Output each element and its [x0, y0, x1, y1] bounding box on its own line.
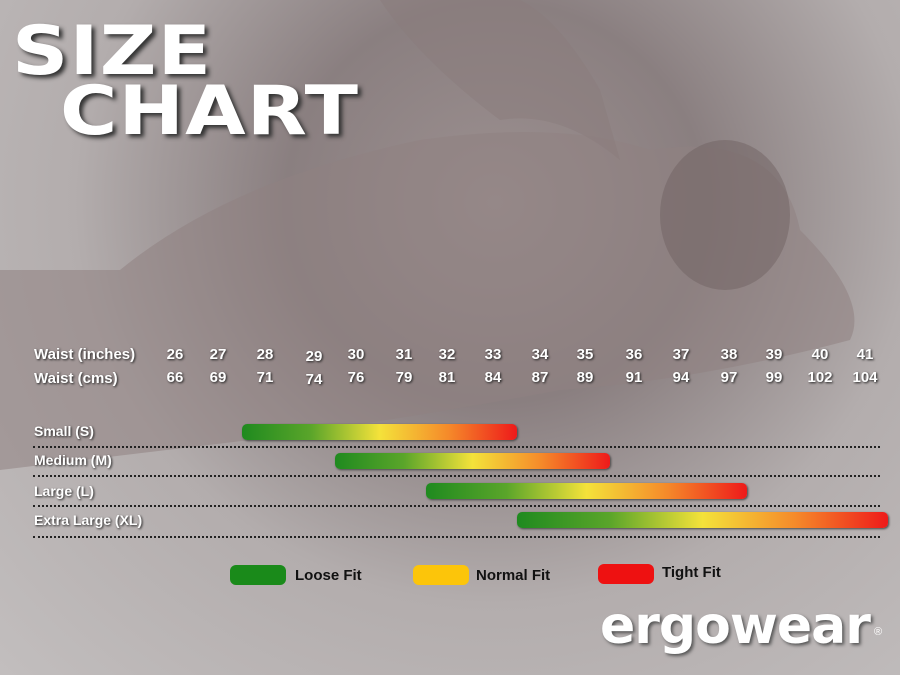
waist-inches-value: 40 [811, 346, 829, 363]
waist-cms-value: 79 [395, 369, 413, 386]
divider [33, 446, 880, 448]
waist-inches-value: 32 [438, 346, 456, 363]
waist-cms-value: 81 [438, 369, 456, 386]
waist-cms-label: Waist (cms) [34, 370, 118, 387]
divider [33, 505, 880, 507]
waist-inches-value: 35 [576, 346, 594, 363]
waist-cms-value: 74 [305, 371, 323, 388]
waist-cms-value: 97 [720, 369, 738, 386]
waist-inches-value: 34 [531, 346, 549, 363]
waist-inches-value: 29 [305, 348, 323, 365]
waist-inches-value: 33 [484, 346, 502, 363]
size-label-xl: Extra Large (XL) [34, 512, 143, 528]
waist-cms-value: 69 [209, 369, 227, 386]
waist-inches-value: 30 [347, 346, 365, 363]
waist-inches-label: Waist (inches) [34, 346, 136, 363]
waist-inches-value: 39 [765, 346, 783, 363]
divider [33, 536, 880, 538]
waist-cms-value: 99 [765, 369, 783, 386]
waist-cms-value: 102 [807, 369, 833, 386]
waist-cms-value: 84 [484, 369, 502, 386]
waist-inches-value: 28 [256, 346, 274, 363]
size-range-bar [516, 512, 888, 528]
waist-inches-value: 26 [166, 346, 184, 363]
legend-tight-fit: Tight Fit [662, 564, 721, 581]
waist-cms-value: 71 [256, 369, 274, 386]
title-size: SIZE [12, 12, 213, 91]
waist-inches-value: 41 [856, 346, 874, 363]
size-range-bar [335, 453, 610, 469]
waist-inches-value: 38 [720, 346, 738, 363]
size-range-bar [241, 424, 517, 440]
legend-swatch-loose [230, 565, 286, 585]
waist-cms-value: 104 [852, 369, 878, 386]
waist-inches-value: 37 [672, 346, 690, 363]
divider [33, 475, 880, 477]
size-range-bar [425, 483, 747, 499]
waist-cms-value: 91 [625, 369, 643, 386]
waist-cms-value: 76 [347, 369, 365, 386]
ergowear-logo: ergowear [600, 596, 871, 656]
size-label-medium: Medium (M) [34, 452, 112, 468]
waist-inches-value: 31 [395, 346, 413, 363]
waist-cms-value: 66 [166, 369, 184, 386]
legend-loose-fit: Loose Fit [295, 567, 362, 584]
registered-mark: ® [874, 626, 883, 638]
legend-normal-fit: Normal Fit [476, 567, 551, 584]
waist-cms-value: 94 [672, 369, 690, 386]
waist-inches-value: 27 [209, 346, 227, 363]
legend-swatch-normal [413, 565, 469, 585]
size-label-large: Large (L) [34, 483, 94, 499]
waist-cms-value: 89 [576, 369, 594, 386]
legend-swatch-tight [598, 564, 654, 584]
size-label-small: Small (S) [34, 423, 94, 439]
waist-cms-value: 87 [531, 369, 549, 386]
title-chart: CHART [60, 72, 360, 151]
waist-inches-value: 36 [625, 346, 643, 363]
